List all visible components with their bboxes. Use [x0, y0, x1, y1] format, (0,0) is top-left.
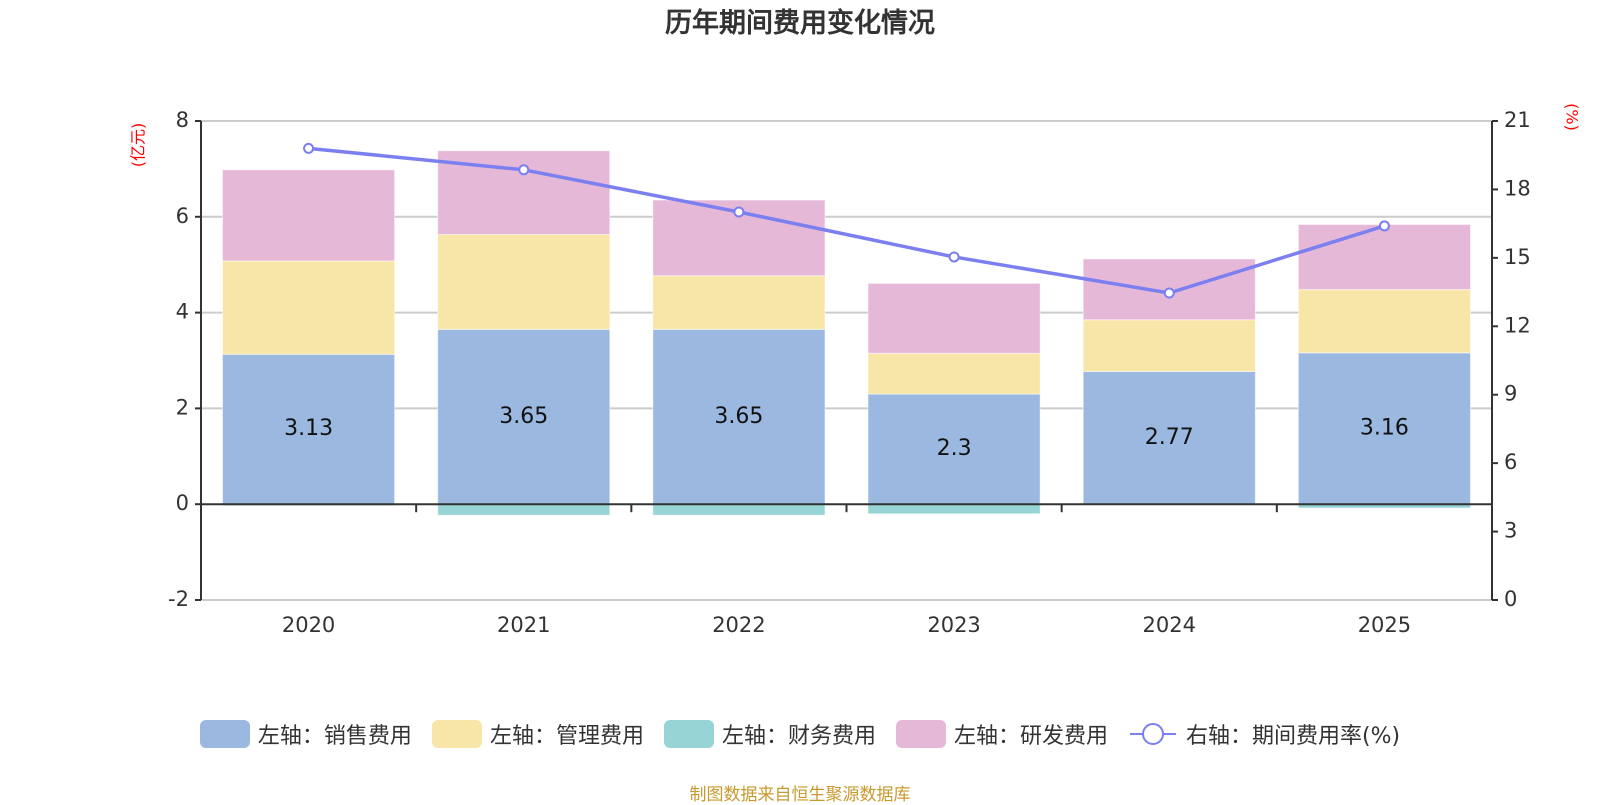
bar-segment	[867, 282, 1041, 354]
legend-item[interactable]: 左轴：财务费用	[663, 718, 876, 750]
right-tick-label: 12	[1504, 313, 1531, 337]
right-axis-unit: (%)	[1563, 103, 1582, 131]
right-tick-label: 0	[1504, 587, 1517, 611]
legend: 左轴：销售费用 左轴：管理费用 左轴：财务费用 左轴：研发费用 右轴：期间费用率(%)	[0, 718, 1600, 750]
rate-line	[303, 142, 1390, 299]
legend-item[interactable]: 左轴：管理费用	[431, 718, 644, 750]
bar-value-label: 3.13	[284, 416, 333, 441]
legend-label: 右轴：期间费用率(%)	[1185, 724, 1401, 749]
left-tick-label: -2	[168, 587, 189, 611]
legend-label: 左轴：管理费用	[489, 724, 644, 749]
bar-segment	[867, 393, 1041, 505]
rate-point	[1163, 287, 1175, 299]
left-axis-unit: (亿元)	[129, 123, 148, 168]
bar-segment	[1082, 319, 1256, 373]
bars	[222, 150, 1471, 516]
bar-value-label: 2.3	[937, 436, 972, 461]
bar-segment	[1297, 352, 1471, 505]
right-tick-label: 21	[1504, 108, 1531, 132]
x-tick-label: 2023	[927, 613, 980, 637]
legend-label: 左轴：销售费用	[257, 724, 412, 749]
bar-value-label: 3.65	[499, 404, 548, 429]
bar-segment	[652, 275, 826, 330]
right-tick-label: 15	[1504, 245, 1531, 269]
legend-label: 左轴：研发费用	[953, 724, 1108, 749]
rate-point	[1378, 220, 1390, 232]
right-tick-label: 3	[1504, 519, 1517, 543]
left-tick-label: 2	[176, 395, 189, 419]
rate-point	[303, 142, 315, 154]
bar-segment	[867, 503, 1041, 515]
legend-line-icon	[1129, 723, 1176, 745]
left-tick-label: 8	[176, 108, 189, 132]
bar-segment	[1297, 223, 1471, 291]
chart-title: 历年期间费用变化情况	[665, 7, 935, 39]
legend-label: 左轴：财务费用	[721, 724, 876, 749]
right-tick-label: 6	[1504, 450, 1517, 474]
bar-segment	[437, 234, 611, 330]
legend-item[interactable]: 左轴：研发费用	[895, 718, 1108, 750]
x-tick-label: 2024	[1143, 613, 1196, 637]
bar-segment	[1297, 289, 1471, 354]
rate-line-path	[308, 146, 1385, 295]
bar-segment	[437, 503, 611, 516]
x-tick-label: 2021	[497, 613, 550, 637]
rate-point	[733, 206, 745, 218]
bar-segment	[222, 169, 396, 262]
right-tick-label: 18	[1504, 176, 1531, 200]
axes: -2 0 2 4 6 8 0 3 6 9 12 15 18 21 2020 2021 2022 2023 2024 2…	[168, 108, 1531, 637]
x-tick-label: 2022	[712, 613, 765, 637]
gridlines	[201, 120, 1492, 601]
bar-value-label: 2.77	[1145, 425, 1194, 450]
source-footer: 制图数据来自恒生聚源数据库	[689, 785, 911, 805]
left-tick-label: 0	[176, 491, 189, 515]
left-tick-label: 4	[176, 300, 189, 324]
legend-swatch	[663, 720, 714, 748]
legend-item[interactable]: 左轴：销售费用	[199, 718, 412, 750]
rate-point	[948, 251, 960, 263]
left-tick-label: 6	[176, 204, 189, 228]
bar-segment	[437, 328, 611, 505]
legend-item[interactable]: 右轴：期间费用率(%)	[1128, 718, 1400, 750]
right-tick-label: 9	[1504, 382, 1517, 406]
bar-value-label: 3.65	[714, 404, 763, 429]
bar-value-label: 3.16	[1360, 416, 1409, 441]
legend-swatch	[895, 720, 946, 748]
bar-segment	[652, 503, 826, 516]
x-tick-label: 2025	[1358, 613, 1411, 637]
legend-swatch	[431, 720, 482, 748]
bar-segment	[222, 260, 396, 355]
legend-swatch	[199, 720, 250, 748]
x-tick-label: 2020	[282, 613, 335, 637]
bar-labels: 3.13 3.65 3.65 2.3 2.77 3.16	[284, 404, 1409, 461]
bar-segment	[867, 352, 1041, 395]
rate-point	[518, 164, 530, 176]
